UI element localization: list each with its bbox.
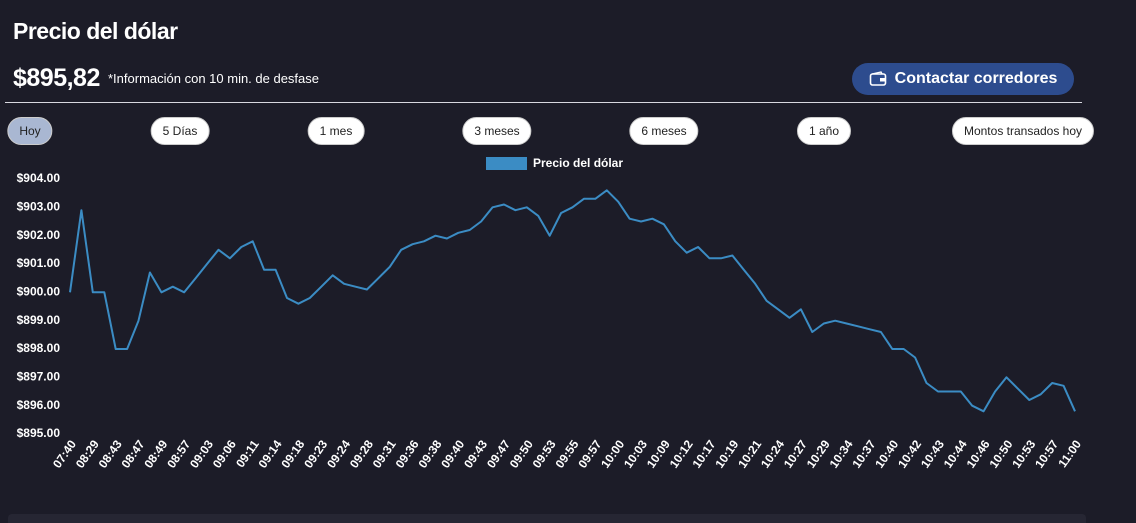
x-tick-label: 09:53	[530, 437, 559, 470]
delay-note: *Información con 10 min. de desfase	[108, 71, 320, 86]
x-tick-label: 10:57	[1032, 437, 1061, 470]
x-tick-label: 10:43	[918, 437, 947, 470]
range-tab[interactable]: 1 mes	[307, 117, 365, 145]
x-tick-label: 10:37	[849, 437, 878, 470]
x-tick-label: 08:49	[141, 437, 170, 470]
range-tab[interactable]: Hoy	[7, 117, 53, 145]
x-tick-label: 09:55	[552, 437, 581, 470]
range-tab[interactable]: 6 meses	[629, 117, 699, 145]
x-tick-label: 09:40	[438, 437, 467, 470]
x-tick-label: 10:53	[1009, 437, 1038, 470]
contact-button[interactable]: Contactar corredores	[852, 63, 1074, 95]
range-tab[interactable]: 5 Días	[150, 117, 210, 145]
legend-label: Precio del dólar	[533, 156, 623, 170]
bottom-panel	[8, 514, 1086, 523]
y-tick-label: $895.00	[17, 426, 61, 440]
x-tick-label: 09:43	[461, 437, 490, 470]
current-price: $895,82	[13, 64, 100, 92]
y-tick-label: $904.00	[17, 171, 61, 185]
x-tick-label: 09:38	[415, 437, 444, 470]
y-tick-label: $898.00	[17, 341, 61, 355]
x-tick-label: 10:12	[667, 437, 696, 470]
x-tick-label: 07:40	[50, 437, 79, 470]
x-tick-label: 10:21	[735, 437, 764, 470]
x-tick-label: 10:46	[964, 437, 993, 470]
x-tick-label: 09:36	[393, 437, 422, 470]
legend-swatch	[486, 157, 527, 170]
divider	[5, 102, 1082, 103]
x-tick-label: 10:24	[758, 437, 787, 470]
x-tick-label: 09:06	[210, 437, 239, 470]
y-tick-label: $900.00	[17, 285, 61, 299]
y-tick-label: $896.00	[17, 398, 61, 412]
x-tick-label: 10:44	[941, 437, 970, 470]
x-tick-label: 10:00	[598, 437, 627, 470]
price-line	[69, 189, 1076, 413]
x-tick-label: 09:47	[484, 437, 513, 470]
x-tick-label: 08:57	[164, 437, 193, 470]
x-tick-label: 08:47	[118, 437, 147, 470]
wallet-icon	[869, 71, 886, 86]
x-tick-label: 09:18	[278, 437, 307, 470]
y-tick-label: $903.00	[17, 200, 61, 214]
x-tick-label: 09:14	[256, 437, 285, 470]
x-tick-label: 08:43	[96, 437, 125, 470]
chart: $895.00 $896.00 $897.00 $898.00 $899.00 $900.…	[17, 156, 1085, 471]
x-tick-label: 10:29	[804, 437, 833, 470]
x-tick-label: 10:19	[712, 437, 741, 470]
y-tick-label: $897.00	[17, 370, 61, 384]
x-tick-label: 09:57	[575, 437, 604, 470]
x-tick-label: 10:17	[690, 437, 719, 470]
x-tick-label: 11:00	[1055, 437, 1084, 470]
x-tick-label: 09:31	[370, 437, 399, 470]
x-tick-label: 09:50	[507, 437, 536, 470]
x-tick-label: 08:29	[73, 437, 102, 470]
x-tick-label: 09:24	[324, 437, 353, 470]
range-tab[interactable]: 3 meses	[462, 117, 532, 145]
x-tick-label: 10:03	[621, 437, 650, 470]
x-tick-label: 10:42	[895, 437, 924, 470]
x-tick-label: 10:27	[781, 437, 810, 470]
contact-button-label: Contactar corredores	[894, 70, 1058, 87]
y-tick-label: $902.00	[17, 228, 61, 242]
y-tick-label: $901.00	[17, 256, 61, 270]
page-title: Precio del dólar	[13, 18, 178, 44]
x-tick-label: 09:03	[187, 437, 216, 470]
x-tick-label: 10:34	[827, 437, 856, 470]
range-tab[interactable]: 1 año	[796, 117, 852, 145]
x-tick-label: 10:40	[872, 437, 901, 470]
range-tab[interactable]: Montos transados hoy	[951, 117, 1095, 145]
y-tick-label: $899.00	[17, 313, 61, 327]
x-tick-label: 10:50	[986, 437, 1015, 470]
x-tick-label: 10:09	[644, 437, 673, 470]
x-tick-label: 09:28	[347, 437, 376, 470]
x-tick-label: 09:23	[301, 437, 330, 470]
